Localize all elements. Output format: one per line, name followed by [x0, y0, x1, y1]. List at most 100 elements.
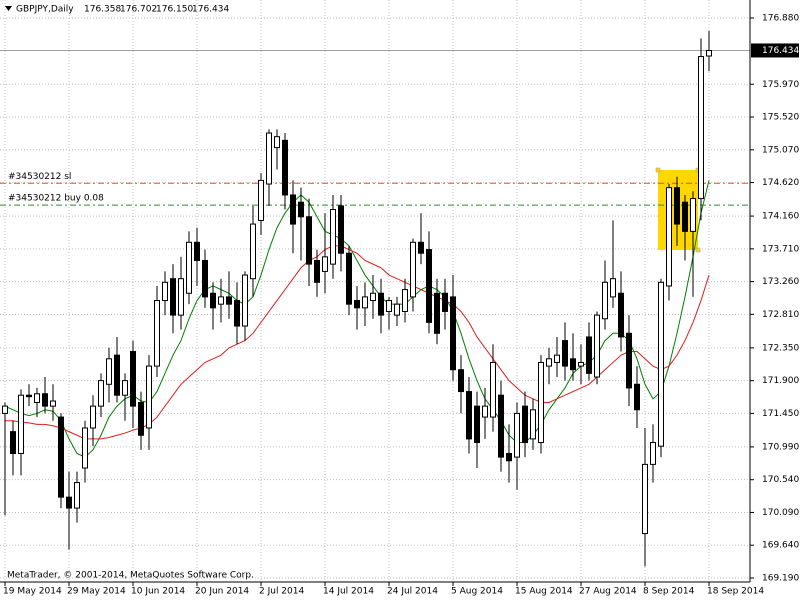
- rectangle-handle: [695, 247, 701, 253]
- candle-body: [154, 300, 160, 367]
- x-tick-label: 29 May 2014: [67, 587, 126, 597]
- candle-body: [354, 300, 360, 309]
- candle-body: [394, 303, 400, 316]
- candle-body: [378, 292, 384, 316]
- candle-body: [426, 249, 432, 323]
- candle-body: [386, 300, 392, 312]
- copyright: MetaTrader, © 2001-2014, MetaQuotes Soft…: [7, 571, 254, 581]
- grid: [0, 0, 750, 582]
- x-tick-label: 18 Sep 2014: [707, 587, 764, 597]
- candle-body: [322, 256, 328, 272]
- y-tick-label: 172.810: [762, 310, 799, 320]
- candle-body: [146, 365, 152, 429]
- candle-body: [338, 205, 344, 254]
- candle-body: [50, 400, 56, 407]
- y-tick-label: 175.970: [762, 80, 799, 90]
- header-icon: [5, 6, 12, 11]
- candle-body: [682, 201, 688, 232]
- y-tick-label: 169.640: [762, 541, 799, 551]
- candle-body: [226, 296, 232, 305]
- candle-body: [490, 361, 496, 418]
- candle-body: [514, 412, 520, 458]
- candle-body: [458, 369, 464, 393]
- x-tick-label: 20 Jun 2014: [195, 587, 249, 597]
- y-tick-label: 170.990: [762, 442, 799, 452]
- candle-body: [578, 361, 584, 367]
- candle-body: [594, 314, 600, 378]
- x-tick-label: 15 Aug 2014: [515, 587, 573, 597]
- price-label: 176.434: [762, 46, 799, 56]
- x-tick-label: 5 Aug 2014: [451, 587, 503, 597]
- candle-body: [74, 482, 80, 509]
- candle-body: [690, 198, 696, 232]
- x-tick-label: 8 Sep 2014: [643, 587, 695, 597]
- y-tick-label: 174.620: [762, 178, 799, 188]
- candle-body: [122, 380, 128, 396]
- candle-body: [98, 380, 104, 407]
- candle-body: [434, 292, 440, 334]
- candle-body: [218, 296, 224, 305]
- candle-body: [346, 252, 352, 305]
- candle-body: [314, 259, 320, 283]
- candle-body: [698, 56, 704, 200]
- candle-body: [306, 216, 312, 265]
- moving-average: [5, 245, 710, 440]
- candle-body: [658, 281, 664, 447]
- plot: #34530212 sl #34530212 buy 0.08: [0, 30, 750, 567]
- y-tick-label: 175.070: [762, 145, 799, 155]
- candle-body: [298, 201, 304, 218]
- y-tick-label: 171.900: [762, 376, 799, 386]
- candle-body: [626, 332, 632, 389]
- y-tick-label: 173.260: [762, 277, 799, 287]
- header-low: 176.150: [156, 5, 193, 15]
- candle-body: [114, 354, 120, 396]
- candle-body: [194, 241, 200, 261]
- candle-body: [602, 281, 608, 320]
- candle-body: [650, 442, 656, 465]
- candle-body: [242, 274, 248, 327]
- candle-body: [138, 401, 144, 436]
- candle-body: [442, 292, 448, 312]
- y-tick-label: 170.540: [762, 475, 799, 485]
- candle-body: [10, 431, 16, 454]
- candle-body: [106, 358, 112, 385]
- header-high: 176.702: [120, 5, 157, 15]
- x-tick-label: 2 Jul 2014: [259, 587, 304, 597]
- candle-body: [674, 187, 680, 225]
- header-close: 176.434: [192, 5, 229, 15]
- candle-body: [82, 427, 88, 469]
- candle-body: [266, 132, 272, 185]
- candle-body: [170, 278, 176, 316]
- candle-body: [42, 393, 48, 407]
- candle-body: [474, 405, 480, 444]
- y-tick-label: 171.450: [762, 409, 799, 419]
- candle-body: [90, 405, 96, 429]
- candle-body: [18, 394, 24, 454]
- y-tick-label: 172.350: [762, 343, 799, 353]
- candle-body: [642, 463, 648, 535]
- y-tick-label: 175.520: [762, 113, 799, 123]
- candle-body: [26, 394, 32, 398]
- symbol: GBPJPY,Daily: [16, 5, 74, 15]
- candle-body: [562, 340, 568, 367]
- candle-body: [250, 223, 256, 280]
- candle-body: [2, 405, 8, 414]
- candle-body: [538, 361, 544, 444]
- candle-body: [634, 383, 640, 411]
- x-tick-label: 27 Aug 2014: [579, 587, 637, 597]
- candle-body: [234, 300, 240, 327]
- candle-body: [450, 296, 456, 371]
- candle-body: [530, 409, 536, 440]
- x-tick-label: 14 Jul 2014: [323, 587, 374, 597]
- candle-body: [554, 354, 560, 363]
- order-label: #34530212 buy 0.08: [8, 194, 104, 204]
- candle-body: [370, 292, 376, 302]
- candle-body: [666, 187, 672, 287]
- candle-body: [522, 405, 528, 444]
- candle-body: [58, 416, 64, 498]
- candle-body: [482, 405, 488, 418]
- candle-body: [282, 139, 288, 196]
- y-tick-label: 174.160: [762, 212, 799, 222]
